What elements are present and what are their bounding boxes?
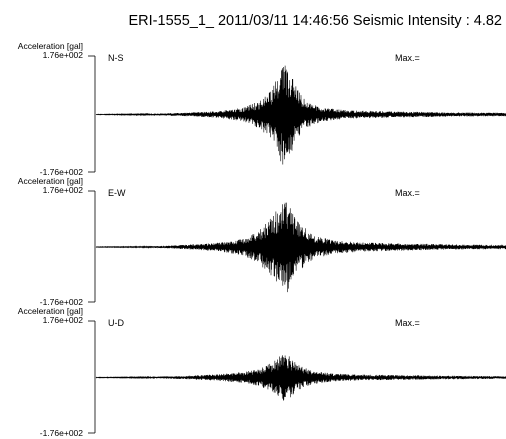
chart-title-text: ERI-1555_1_ 2011/03/11 14:46:56 Seismic … — [128, 13, 503, 29]
component-label: E-W — [108, 188, 126, 198]
waveform-trace — [95, 65, 506, 165]
max-label: Max.= — [395, 53, 420, 63]
waveform-trace — [95, 202, 506, 293]
y-tick-bottom: -1.76e+002 — [40, 167, 84, 177]
component-label: U-D — [108, 318, 124, 328]
y-axis-label: Acceleration [gal] — [18, 41, 83, 51]
y-tick-bottom: -1.76e+002 — [40, 297, 84, 307]
y-tick-top: 1.76e+002 — [43, 185, 84, 195]
max-label: Max.= — [395, 318, 420, 328]
y-tick-top: 1.76e+002 — [43, 315, 84, 325]
y-tick-bottom: -1.76e+002 — [40, 428, 84, 438]
y-axis-label: Acceleration [gal] — [18, 176, 83, 186]
y-tick-top: 1.76e+002 — [43, 50, 84, 60]
component-label: N-S — [108, 53, 124, 63]
max-label: Max.= — [395, 188, 420, 198]
y-axis-label: Acceleration [gal] — [18, 306, 83, 316]
waveform-trace — [95, 355, 506, 401]
